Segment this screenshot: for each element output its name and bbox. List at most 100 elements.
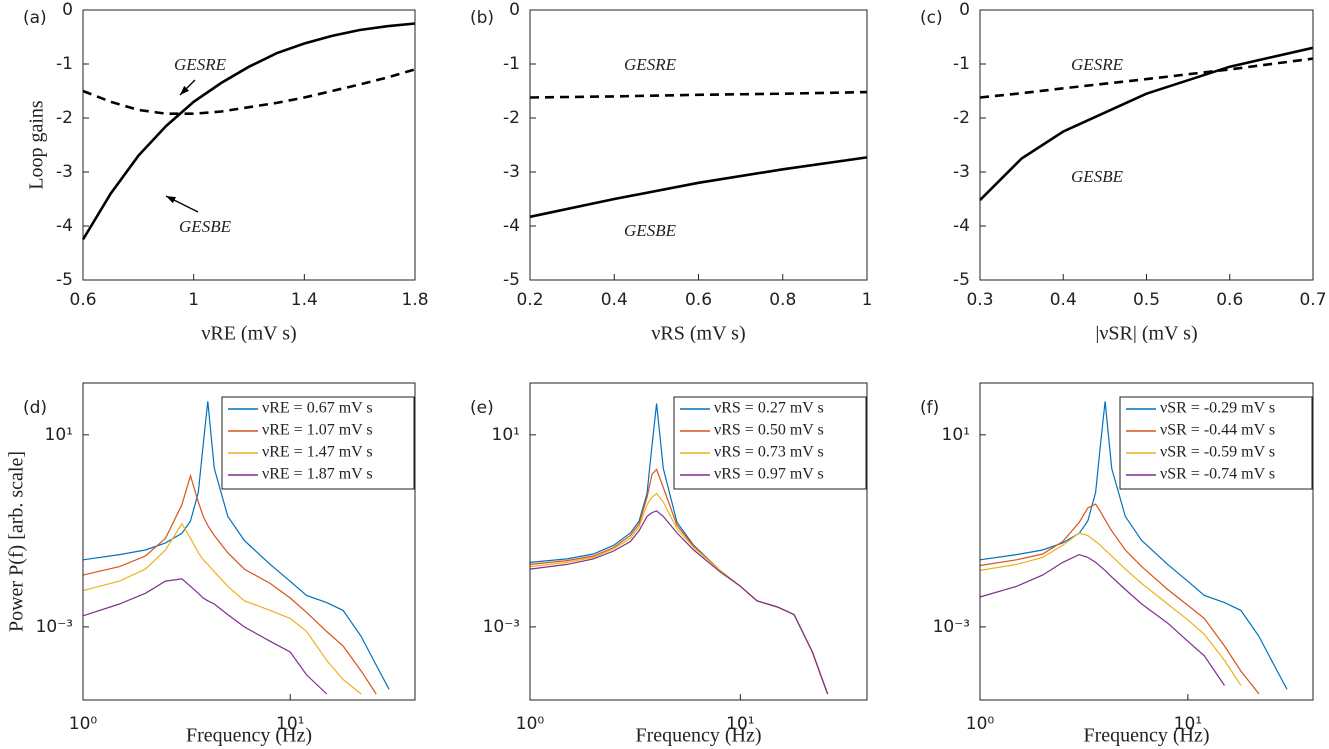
series-annotation: GESBE: [624, 221, 677, 240]
series-line: [529, 468, 829, 695]
y-tick-label: -2: [503, 108, 520, 128]
y-tick-label: 10⁻³: [483, 617, 520, 637]
x-tick-label: 0.5: [1133, 290, 1160, 310]
clip-cover: [82, 0, 416, 9]
x-tick-label: 10⁰: [966, 714, 995, 734]
x-tick-label: 1.8: [401, 290, 428, 310]
x-tick-label: 0.4: [1050, 290, 1077, 310]
panel-label: (c): [920, 8, 943, 28]
y-tick-label: -3: [56, 162, 73, 182]
y-tick-label: 10¹: [45, 425, 73, 445]
legend-label: νSR = -0.29 mV s: [1160, 400, 1275, 417]
y-tick-label: -3: [503, 162, 520, 182]
y-tick-label: 0: [959, 0, 970, 20]
y-tick-label: 10¹: [492, 425, 520, 445]
legend-label: νSR = -0.59 mV s: [1160, 444, 1275, 461]
y-tick-label: -4: [953, 216, 970, 236]
y-axis-label: Power P(f) [arb. scale]: [6, 451, 28, 632]
y-tick-label: -1: [503, 54, 520, 74]
series-line: [529, 510, 829, 695]
x-tick-label: 0.6: [685, 290, 712, 310]
series-line: [82, 401, 390, 690]
legend-label: νRE = 1.07 mV s: [262, 422, 373, 439]
series-annotation: GESBE: [179, 217, 232, 236]
y-tick-label: -5: [56, 270, 73, 290]
x-tick-label: 1.4: [291, 290, 318, 310]
x-tick-label: 1: [188, 290, 199, 310]
series-line: [529, 492, 829, 695]
clip-cover: [979, 0, 1314, 9]
clip-cover: [979, 281, 1314, 311]
y-tick-label: -1: [953, 54, 970, 74]
legend-box: [221, 396, 415, 490]
y-tick-label: -5: [503, 270, 520, 290]
y-tick-label: 10⁻³: [36, 617, 73, 637]
clip-cover: [979, 701, 1314, 731]
series-line: [979, 401, 1288, 690]
clip-cover: [529, 343, 868, 382]
series-line: [979, 532, 1242, 686]
x-tick-label: 10⁰: [516, 714, 545, 734]
series-line: [979, 503, 1260, 695]
x-tick-label: 0.2: [516, 290, 543, 310]
arrow-head: [166, 196, 176, 204]
x-axis-label: Frequency (Hz): [635, 725, 761, 747]
legend-label: νRE = 1.47 mV s: [262, 444, 373, 461]
arrow-head: [180, 85, 190, 95]
panel-label: (d): [23, 398, 47, 418]
legend-label: νRS = 0.73 mV s: [714, 444, 824, 461]
series-annotation: GESRE: [1071, 55, 1124, 74]
y-axis-label: Loop gains: [26, 100, 48, 190]
legend-label: νSR = -0.74 mV s: [1160, 466, 1275, 483]
axes-frame: [82, 382, 416, 701]
clip-cover: [529, 0, 868, 9]
x-axis-label: νRS (mV s): [651, 323, 745, 345]
x-tick-label: 1: [862, 290, 873, 310]
clip-cover: [82, 281, 416, 311]
axes-frame: [82, 9, 416, 281]
y-tick-label: 10⁻³: [933, 617, 970, 637]
series-line: [529, 156, 868, 219]
legend-label: νRS = 0.97 mV s: [714, 466, 824, 483]
clip-cover: [82, 343, 416, 382]
x-tick-label: 10¹: [276, 714, 304, 734]
x-tick-label: 0.6: [1216, 290, 1243, 310]
series-line: [529, 90, 868, 99]
clip-cover: [979, 343, 1314, 382]
axes-frame: [529, 9, 868, 281]
series-line: [82, 578, 328, 695]
x-axis-label: Frequency (Hz): [186, 725, 312, 747]
x-tick-label: 0.4: [601, 290, 628, 310]
clip-cover: [529, 701, 868, 731]
series-line: [82, 522, 362, 695]
x-tick-label: 0.6: [69, 290, 96, 310]
series-annotation: GESRE: [624, 55, 677, 74]
axes-frame: [529, 382, 868, 701]
clip-cover: [82, 701, 416, 731]
series-line: [979, 553, 1225, 686]
x-tick-label: 10¹: [726, 714, 754, 734]
y-tick-label: -5: [953, 270, 970, 290]
panel-label: (f): [920, 398, 939, 418]
legend-label: νRS = 0.50 mV s: [714, 422, 824, 439]
panel-label: (e): [470, 398, 494, 418]
series-line: [81, 22, 416, 241]
x-tick-label: 0.8: [769, 290, 796, 310]
series-annotation: GESBE: [1071, 167, 1124, 186]
y-tick-label: -3: [953, 162, 970, 182]
y-tick-label: 0: [62, 0, 73, 20]
legend-box: [1119, 396, 1313, 490]
legend-label: νRE = 1.87 mV s: [262, 466, 373, 483]
x-tick-label: 0.3: [966, 290, 993, 310]
x-tick-label: 0.7: [1299, 290, 1326, 310]
panel-label: (a): [23, 8, 47, 28]
series-line: [82, 68, 416, 115]
y-tick-label: -2: [953, 108, 970, 128]
y-tick-label: -1: [56, 54, 73, 74]
series-annotation: GESRE: [174, 55, 227, 74]
x-tick-label: 10¹: [1174, 714, 1202, 734]
x-tick-label: 10⁰: [69, 714, 98, 734]
x-axis-label: νRE (mV s): [201, 323, 296, 345]
x-axis-label: |νSR| (mV s): [1095, 323, 1197, 345]
legend-box: [673, 396, 867, 490]
